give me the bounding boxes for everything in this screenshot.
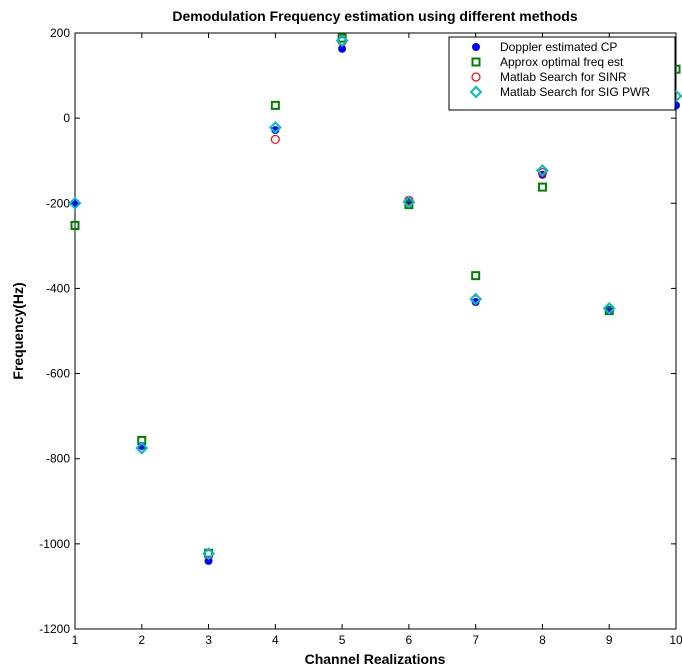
y-tick-label: -600 [46, 367, 70, 381]
data-point [268, 121, 282, 134]
data-point [471, 271, 481, 281]
x-axis-label: Channel Realizations [305, 651, 446, 667]
y-tick-label: -800 [46, 452, 70, 466]
data-point [469, 292, 483, 306]
series-3 [70, 36, 681, 560]
legend-entry-label: Matlab Search for SIG PWR [500, 85, 650, 99]
y-tick-label: 200 [50, 26, 70, 40]
legend-entry-label: Matlab Search for SINR [500, 70, 627, 84]
data-point [270, 100, 280, 110]
legend-marker [471, 72, 481, 82]
data-point [536, 164, 549, 177]
legend-entry-label: Doppler estimated CP [500, 40, 617, 54]
x-tick-label: 8 [539, 633, 546, 647]
data-point [68, 196, 82, 210]
data-point [602, 302, 616, 315]
legend-marker [472, 43, 480, 51]
y-tick-label: -1000 [39, 537, 70, 551]
legend-marker [469, 85, 483, 99]
legend-box [448, 36, 676, 111]
x-tick-label: 9 [606, 633, 613, 647]
legend-marker [471, 57, 481, 67]
y-tick-label: 0 [63, 111, 70, 125]
data-point [402, 195, 416, 209]
x-tick-label: 2 [138, 633, 145, 647]
y-tick-label: -200 [46, 196, 70, 210]
data-point [202, 547, 215, 561]
x-tick-label: 1 [72, 633, 79, 647]
y-tick-label: -400 [46, 281, 70, 295]
data-point [335, 34, 349, 48]
data-point [70, 220, 80, 230]
x-tick-label: 10 [669, 633, 682, 647]
series-4 [68, 34, 682, 561]
y-axis-label: Frequency(Hz) [10, 282, 26, 379]
data-point [135, 441, 149, 455]
series-2 [70, 33, 681, 558]
x-tick-label: 6 [406, 633, 413, 647]
legend-entry-label: Approx optimal freq est [500, 55, 624, 69]
series-1 [71, 44, 680, 565]
data-point [537, 182, 547, 192]
x-tick-label: 4 [272, 633, 279, 647]
y-tick-label: -1200 [39, 622, 70, 636]
x-tick-label: 5 [339, 633, 346, 647]
data-point [270, 134, 280, 145]
chart-title: Demodulation Frequency estimation using … [172, 8, 577, 24]
x-tick-label: 3 [205, 633, 212, 647]
plot-area-frame [74, 32, 677, 630]
x-tick-label: 7 [472, 633, 479, 647]
